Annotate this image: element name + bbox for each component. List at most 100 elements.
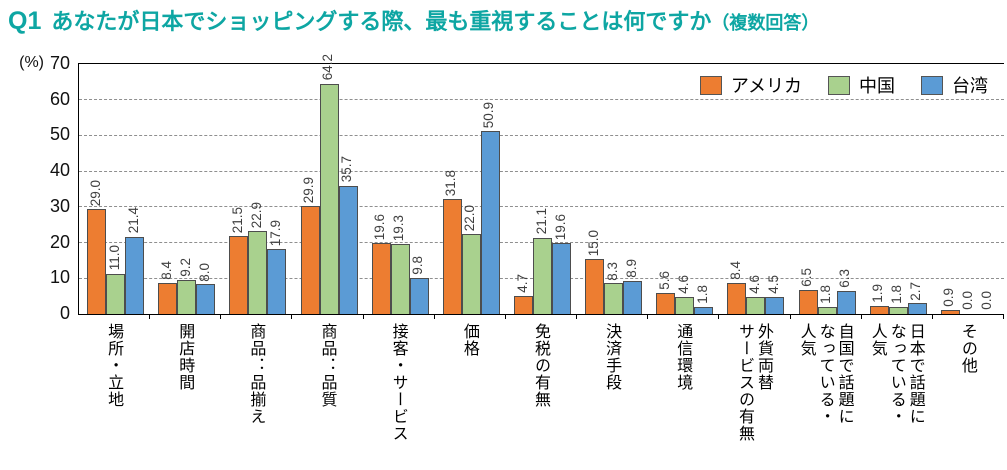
bar bbox=[656, 293, 676, 314]
value-label: 17.9 bbox=[267, 219, 283, 247]
gridline bbox=[79, 134, 1004, 136]
bar bbox=[248, 231, 268, 314]
legend-swatch bbox=[699, 75, 722, 95]
value-label: 50.9 bbox=[481, 101, 497, 129]
x-category-label: 自国で話題に なっている・ 人気 bbox=[797, 323, 853, 425]
y-tick-label: 50 bbox=[49, 124, 70, 145]
legend-swatch bbox=[828, 75, 850, 95]
value-label: 29.0 bbox=[87, 180, 103, 207]
value-label: 9.8 bbox=[410, 256, 426, 275]
legend-label: 台湾 bbox=[952, 76, 988, 96]
bar bbox=[836, 290, 856, 314]
value-label: 21.5 bbox=[229, 206, 245, 234]
value-label: 1.8 bbox=[818, 284, 834, 304]
y-tick-label: 0 bbox=[59, 303, 70, 323]
bar bbox=[177, 280, 197, 314]
y-tick-label: 70 bbox=[49, 53, 70, 73]
x-category-label: 場所・立地 bbox=[105, 323, 123, 408]
x-axis-tick bbox=[860, 314, 862, 319]
x-axis-tick bbox=[433, 314, 435, 319]
x-category-label: 日本で話題に なっている・ 人気 bbox=[868, 323, 924, 425]
value-label: 9.2 bbox=[177, 258, 193, 278]
chart-title: Q1 あなたが日本でショッピングする際、最も重視することは何ですか （複数回答） bbox=[8, 4, 819, 36]
value-label: 64.2 bbox=[320, 54, 336, 81]
legend-label: 中国 bbox=[859, 76, 895, 96]
value-label: 8.4 bbox=[727, 261, 743, 280]
x-category-label: 開店時間 bbox=[176, 323, 194, 391]
value-label: 8.9 bbox=[623, 259, 639, 279]
bar bbox=[442, 199, 462, 314]
bar bbox=[694, 306, 714, 314]
value-label: 35.7 bbox=[339, 156, 355, 183]
bar bbox=[675, 296, 695, 314]
bar bbox=[798, 289, 818, 314]
value-label: 11.0 bbox=[106, 245, 122, 271]
x-category-label: 決済手段 bbox=[603, 323, 621, 391]
bar bbox=[106, 273, 126, 314]
x-category-label: 接客・サービス bbox=[389, 323, 407, 442]
x-category-label: 価格 bbox=[460, 323, 478, 357]
value-label: 21.1 bbox=[533, 208, 549, 235]
bar bbox=[319, 83, 339, 314]
title-suffix: （複数回答） bbox=[711, 13, 820, 33]
legend-item: 中国 bbox=[828, 72, 895, 98]
bar bbox=[907, 303, 927, 314]
value-label: 8.4 bbox=[158, 261, 174, 280]
x-category-label: 商品：品揃え bbox=[247, 323, 265, 425]
question-number: Q1 bbox=[8, 7, 42, 35]
x-axis-labels: 場所・立地 開店時間 商品：品揃え 商品：品質 接客・サービス 価格 免税の有無 決済手段 通信… bbox=[78, 323, 1003, 470]
x-axis-tick bbox=[220, 314, 222, 319]
bar bbox=[390, 244, 410, 314]
value-label: 21.4 bbox=[125, 207, 141, 234]
value-label: 22.0 bbox=[462, 205, 478, 232]
x-axis-tick bbox=[647, 314, 649, 319]
value-label: 0.0 bbox=[979, 291, 995, 310]
bar bbox=[125, 236, 145, 314]
value-label: 8.3 bbox=[604, 261, 620, 281]
bar bbox=[623, 281, 643, 314]
bar bbox=[87, 209, 107, 314]
title-text: あなたが日本でショッピングする際、最も重視することは何ですか bbox=[51, 9, 712, 34]
bar bbox=[300, 206, 320, 314]
x-axis-tick bbox=[931, 314, 933, 319]
bar bbox=[229, 236, 249, 314]
value-label: 29.9 bbox=[301, 176, 317, 204]
legend-item: アメリカ bbox=[699, 72, 802, 98]
value-label: 2.7 bbox=[908, 281, 924, 301]
bar bbox=[371, 243, 391, 314]
value-label: 1.8 bbox=[694, 284, 710, 304]
y-tick-label: 60 bbox=[49, 88, 70, 109]
x-category-label: 外貨両替 サービスの有無 bbox=[735, 323, 772, 442]
x-axis-tick bbox=[789, 314, 791, 319]
bar bbox=[480, 131, 500, 314]
bar bbox=[196, 284, 216, 314]
bar bbox=[552, 243, 571, 314]
bar bbox=[158, 283, 178, 314]
value-label: 22.9 bbox=[248, 201, 264, 229]
bar bbox=[746, 296, 766, 314]
x-axis-tick bbox=[718, 314, 720, 319]
value-label: 0.0 bbox=[960, 291, 976, 310]
bar bbox=[533, 237, 552, 314]
legend: アメリカ 中国 台湾 bbox=[699, 72, 988, 98]
bar bbox=[888, 306, 908, 314]
bar bbox=[817, 306, 837, 314]
value-label: 6.5 bbox=[799, 268, 815, 287]
bar bbox=[604, 283, 624, 314]
x-category-label: 商品：品質 bbox=[318, 323, 336, 408]
legend-swatch bbox=[921, 75, 943, 95]
y-tick-label: 20 bbox=[49, 231, 70, 252]
bar bbox=[585, 259, 605, 314]
legend-label: アメリカ bbox=[730, 76, 802, 96]
x-axis-tick bbox=[362, 314, 364, 319]
value-label: 1.8 bbox=[889, 284, 905, 304]
value-label: 4.6 bbox=[746, 274, 762, 294]
value-label: 5.6 bbox=[656, 271, 672, 290]
x-category-label: 通信環境 bbox=[674, 323, 692, 391]
bar bbox=[409, 278, 429, 314]
value-label: 15.0 bbox=[585, 230, 601, 257]
value-label: 8.0 bbox=[196, 262, 212, 282]
bar bbox=[514, 296, 533, 314]
value-label: 31.8 bbox=[443, 170, 459, 197]
